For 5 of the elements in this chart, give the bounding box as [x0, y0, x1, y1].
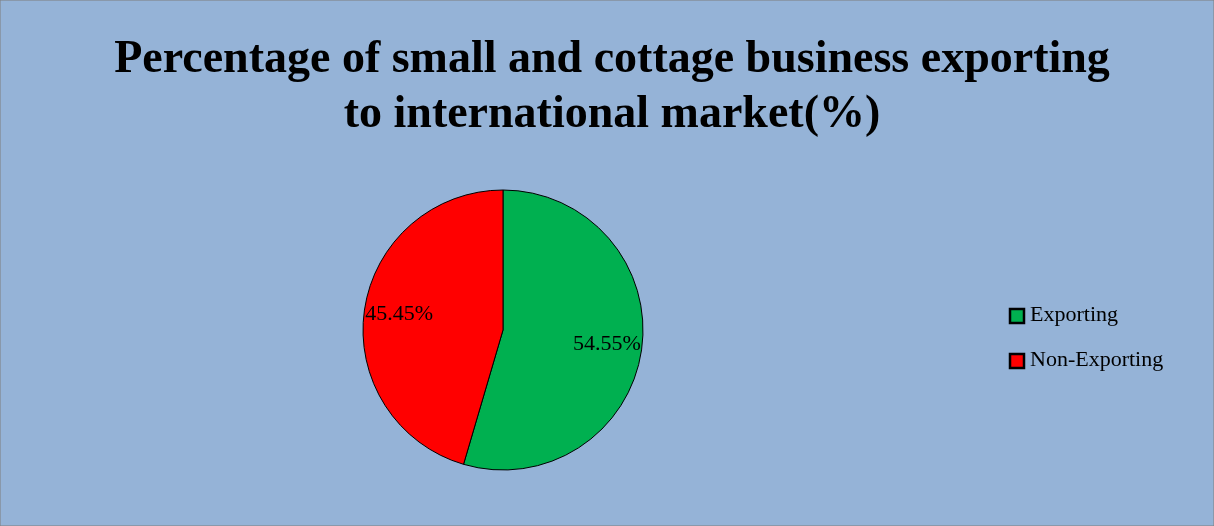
legend-label: Exporting — [1030, 301, 1118, 327]
chart-title: Percentage of small and cottage business exporting to international market(%) — [114, 31, 1110, 137]
legend-label: Non-Exporting — [1030, 346, 1164, 372]
data-label: 54.55% — [573, 330, 641, 355]
data-label: 45.45% — [365, 300, 433, 326]
